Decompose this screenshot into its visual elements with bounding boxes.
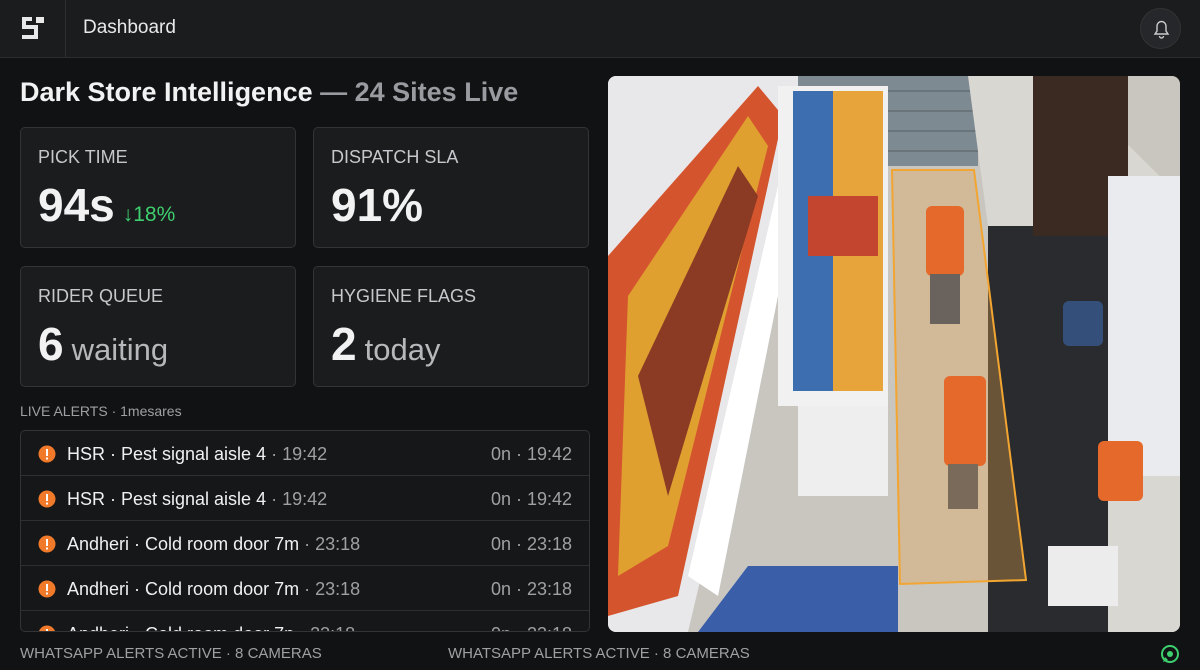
stat-unit: waiting <box>71 332 169 367</box>
stat-value: 2 <box>331 318 357 370</box>
alert-title: HSR · Pest signal aisle 4 <box>67 444 267 464</box>
alert-title: HSR · Pest signal aisle 4 <box>67 489 267 509</box>
whatsapp-icon[interactable] <box>1160 644 1180 664</box>
stat-value: 91% <box>331 179 424 231</box>
alerts-list: HSR · Pest signal aisle 4 · 19:42 0n · 19… <box>20 430 590 632</box>
alert-row[interactable]: HSR · Pest signal aisle 4 · 19:42 0n · 19… <box>21 476 589 521</box>
stat-value-row: 2 today <box>331 317 440 371</box>
stat-value-row: 6 waiting <box>38 317 168 371</box>
alert-title: Andheri · Cold room door 7n <box>67 624 294 631</box>
alert-title: Andheri · Cold room door 7m <box>67 534 300 554</box>
alert-text: Andheri · Cold room door 7m · 23:18 <box>67 534 360 555</box>
alert-text: HSR · Pest signal aisle 4 · 19:42 <box>67 489 327 510</box>
alert-status: 0n · 23:18 <box>490 534 572 554</box>
stat-card[interactable]: DISPATCH SLA 91% <box>313 127 589 248</box>
alert-status: 0n · 19:42 <box>490 444 572 464</box>
stat-value: 94s <box>38 179 115 231</box>
stat-card[interactable]: PICK TIME 94s ↓18% <box>20 127 296 248</box>
alert-icon <box>38 580 56 598</box>
stat-card[interactable]: RIDER QUEUE 6 waiting <box>20 266 296 387</box>
alert-row[interactable]: Andheri · Cold room door 7n · 23:18 0n · … <box>21 611 589 631</box>
stat-value-row: 94s ↓18% <box>38 178 175 232</box>
stat-label: PICK TIME <box>38 147 128 167</box>
alert-text: Andheri · Cold room door 7m · 23:18 <box>67 579 360 600</box>
alert-icon <box>39 625 55 631</box>
page-title-row: Dark Store Intelligence — 24 Sites Live <box>20 77 518 108</box>
alert-time: · 19:42 <box>271 444 328 464</box>
header-title[interactable]: Dashboard <box>83 17 176 38</box>
stat-label: HYGIENE FLAGS <box>331 286 477 306</box>
alerts-label: LIVE ALERTS · 1mesares <box>20 403 182 419</box>
alert-time: · 23:18 <box>299 624 355 631</box>
alert-text: HSR · Pest signal aisle 4 · 19:42 <box>67 444 327 465</box>
alert-status: 0n · 23:18 <box>491 624 572 631</box>
alert-time: · 23:18 <box>304 534 361 554</box>
page-title: Dark Store Intelligence <box>20 77 313 107</box>
notification-button[interactable] <box>1140 8 1181 49</box>
logo[interactable] <box>20 15 46 41</box>
camera-feed[interactable] <box>608 76 1180 632</box>
header: Dashboard <box>0 0 1200 58</box>
alert-row[interactable]: Andheri · Cold room door 7m · 23:18 0n · … <box>21 521 589 566</box>
alert-time: · 19:42 <box>271 489 328 509</box>
stat-label: DISPATCH SLA <box>331 147 459 167</box>
alert-row[interactable]: Andheri · Cold room door 7m · 23:18 0n · … <box>21 566 589 611</box>
stat-delta: ↓18% <box>122 203 176 226</box>
alert-icon <box>38 535 56 553</box>
alert-status: 0n · 23:18 <box>490 579 572 599</box>
alert-time: · 23:18 <box>304 579 361 599</box>
alert-icon <box>38 490 56 508</box>
alert-text: Andheri · Cold room door 7n · 23:18 <box>67 624 355 631</box>
footer-status: WHATSAPP ALERTS ACTIVE · 8 CAMERAS <box>448 645 750 662</box>
page-subtitle: — 24 Sites Live <box>320 77 519 107</box>
alert-title: Andheri · Cold room door 7m <box>67 579 300 599</box>
stat-value: 6 <box>38 318 64 370</box>
stat-unit: today <box>364 332 441 367</box>
stat-card[interactable]: HYGIENE FLAGS 2 today <box>313 266 589 387</box>
footer-status: WHATSAPP ALERTS ACTIVE · 8 CAMERAS <box>20 645 322 662</box>
alert-icon <box>38 445 56 463</box>
stat-label: RIDER QUEUE <box>38 286 164 306</box>
alert-status: 0n · 19:42 <box>490 489 572 509</box>
alert-row[interactable]: HSR · Pest signal aisle 4 · 19:42 0n · 19… <box>21 431 589 476</box>
stat-value-row: 91% <box>331 178 423 232</box>
divider <box>65 0 66 58</box>
